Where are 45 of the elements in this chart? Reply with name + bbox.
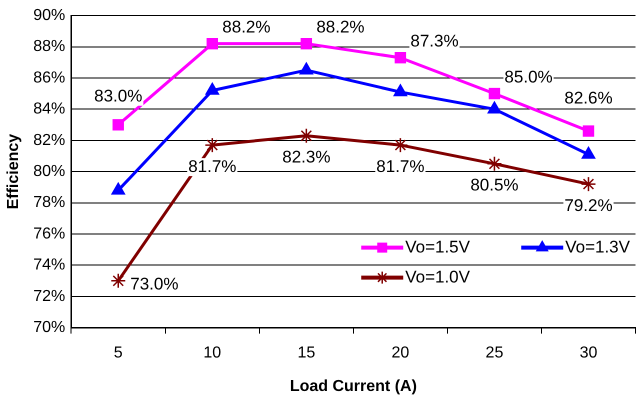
data-label: 82.6% (564, 88, 613, 108)
point (110, 273, 126, 289)
data-label: 83.0% (94, 86, 142, 106)
legend-label: Vo=1.3V (565, 237, 631, 256)
x-tick-label: 20 (391, 344, 410, 362)
y-tick-label: 82% (33, 132, 66, 149)
data-label: 73.0% (130, 274, 178, 294)
data-label: 87.3% (410, 31, 459, 50)
y-tick-label: 74% (33, 256, 66, 274)
point (582, 125, 594, 137)
point (300, 38, 312, 50)
point (486, 156, 502, 172)
y-tick-label: 90% (33, 7, 66, 24)
legend-label: Vo=1.0V (405, 267, 471, 286)
data-label: 82.3% (282, 147, 330, 166)
data-label: 85.0% (504, 67, 553, 86)
y-axis-title: Efficiency (5, 134, 22, 210)
legend-label: Vo=1.5V (405, 237, 471, 256)
point (206, 38, 218, 50)
x-axis-title: Load Current (A) (290, 378, 417, 395)
point (580, 176, 596, 192)
x-tick-label: 5 (114, 344, 123, 362)
y-tick-label: 86% (33, 69, 66, 86)
data-label: 79.2% (564, 196, 613, 215)
y-tick-label: 72% (33, 288, 66, 305)
data-label: 81.7% (376, 156, 424, 176)
point (488, 88, 500, 100)
point (112, 119, 124, 130)
y-tick-label: 76% (33, 225, 66, 242)
data-label: 88.2% (316, 17, 365, 36)
y-tick-label: 80% (33, 163, 66, 180)
y-tick-label: 78% (33, 194, 66, 212)
point (204, 137, 220, 153)
x-tick-label: 25 (486, 344, 504, 362)
data-label: 81.7% (188, 156, 236, 176)
y-tick-label: 84% (33, 100, 66, 118)
point (392, 137, 408, 153)
data-label: 80.5% (470, 175, 519, 194)
x-tick-label: 15 (297, 344, 316, 362)
point (394, 52, 406, 64)
y-tick-label: 88% (33, 38, 66, 56)
x-tick-label: 10 (203, 344, 222, 362)
data-label: 88.2% (222, 17, 270, 36)
y-tick-label: 70% (33, 319, 66, 336)
x-tick-label: 30 (580, 344, 598, 362)
